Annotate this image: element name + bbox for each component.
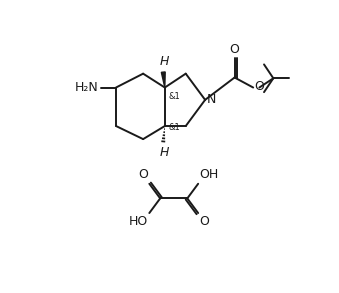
- Text: H: H: [160, 54, 170, 67]
- Text: O: O: [255, 80, 265, 93]
- Text: &1: &1: [169, 92, 180, 101]
- Polygon shape: [161, 72, 165, 88]
- Text: &1: &1: [169, 123, 180, 132]
- Text: O: O: [200, 215, 210, 228]
- Text: H: H: [160, 146, 170, 159]
- Text: O: O: [138, 168, 148, 181]
- Text: OH: OH: [200, 168, 219, 181]
- Text: O: O: [230, 43, 240, 56]
- Text: HO: HO: [128, 215, 148, 228]
- Text: H₂N: H₂N: [75, 81, 99, 94]
- Text: N: N: [207, 93, 216, 106]
